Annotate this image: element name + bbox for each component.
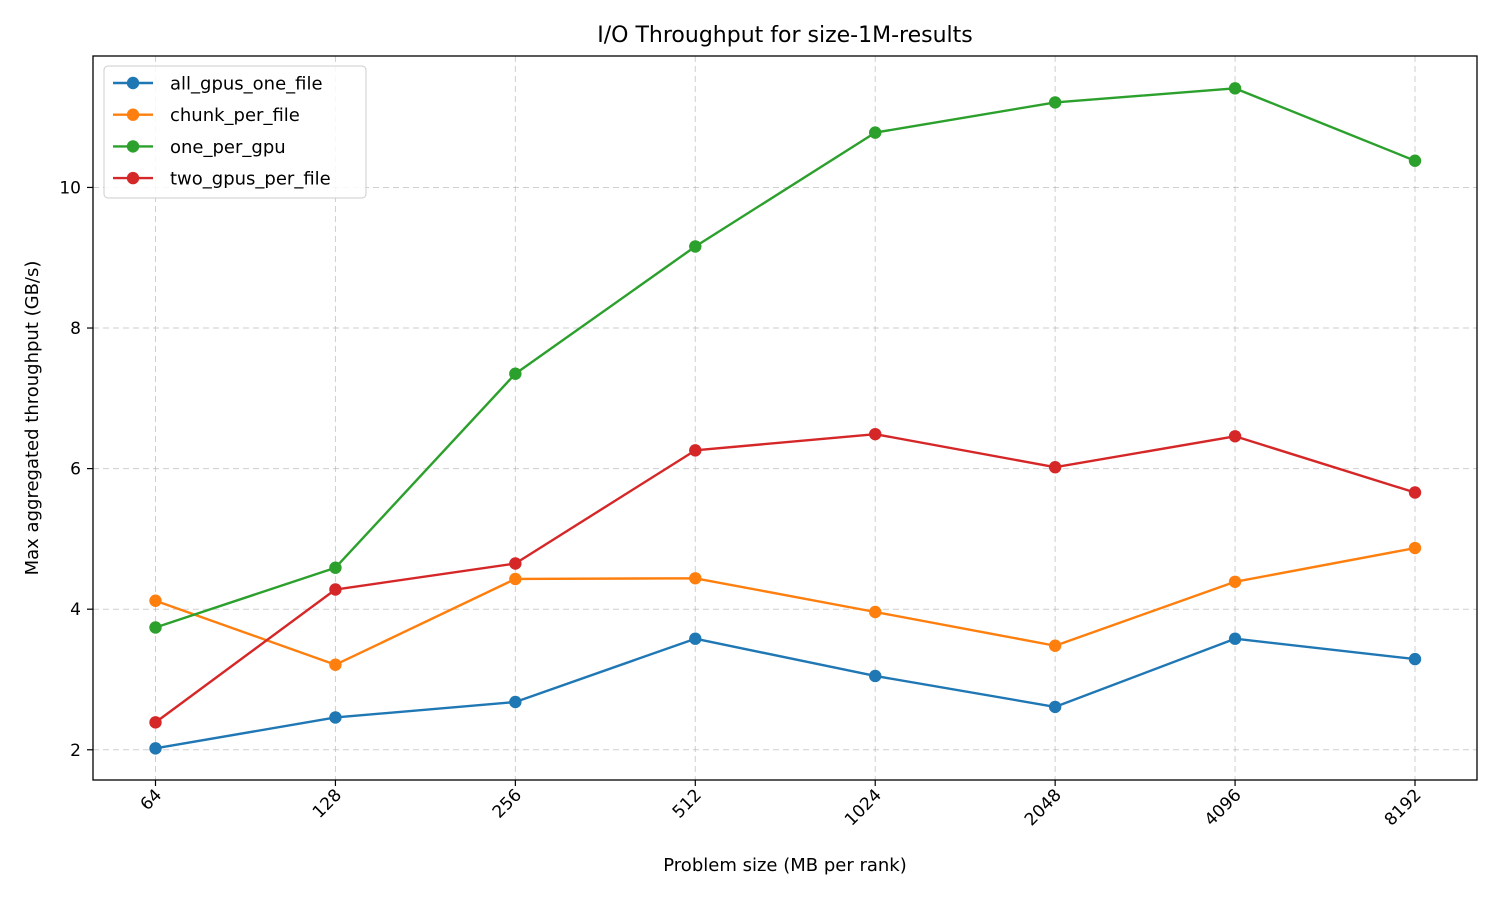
data-point [1048, 461, 1062, 474]
data-point [869, 605, 882, 619]
data-point [329, 583, 342, 596]
series-one_per_gpu [149, 82, 1422, 634]
series-line [155, 637, 1416, 750]
series-all_gpus_one_file [149, 632, 1422, 755]
data-point [1408, 541, 1422, 555]
y-axis-label: Max aggregated throughput (GB/s) [22, 261, 43, 576]
legend-item: two_gpus_per_file [113, 169, 331, 190]
legend-item: one_per_gpu [113, 137, 286, 158]
data-point [149, 742, 162, 755]
series-line [155, 87, 1416, 629]
legend-item: all_gpus_one_file [113, 74, 323, 95]
x-tick-label: 2048 [1021, 785, 1066, 830]
x-tick-label: 512 [669, 785, 706, 822]
series-line [154, 432, 1416, 724]
data-point [329, 711, 342, 724]
data-point [149, 594, 162, 607]
x-tick-label: 8192 [1381, 785, 1426, 830]
data-point [1048, 639, 1062, 652]
data-point [869, 126, 882, 139]
data-point [869, 669, 882, 683]
y-tick-label: 2 [70, 741, 81, 761]
data-point [1228, 632, 1242, 645]
data-point [1408, 652, 1422, 666]
data-point [689, 240, 702, 253]
data-point [1408, 486, 1422, 499]
legend: all_gpus_one_file chunk_per_file one_per_g… [103, 65, 367, 199]
y-tick-label: 10 [59, 178, 81, 198]
data-point [1048, 96, 1062, 109]
data-point [869, 427, 882, 441]
data-point [1228, 430, 1242, 443]
x-axis-label: Problem size (MB per rank) [663, 855, 906, 876]
data-point [1048, 700, 1062, 714]
data-point [329, 658, 342, 671]
legend-marker [126, 76, 140, 90]
legend-label: chunk_per_file [170, 105, 300, 126]
y-tick-label: 6 [70, 460, 81, 480]
data-point [689, 572, 702, 585]
legend-label: one_per_gpu [170, 137, 286, 158]
series-line [155, 546, 1416, 666]
data-point [1228, 82, 1242, 95]
data-point [689, 632, 702, 645]
series-chunk_per_file [149, 541, 1422, 671]
data-point [1228, 575, 1242, 588]
chart-title: I/O Throughput for size-1M-results [597, 23, 972, 48]
y-tick-label: 4 [70, 600, 81, 620]
legend-marker [126, 171, 140, 185]
legend-marker [126, 140, 140, 153]
y-axis: 2 4 6 8 10 [59, 178, 93, 761]
data-point [1408, 154, 1422, 167]
data-point [329, 561, 342, 574]
x-tick-label: 128 [309, 785, 346, 822]
data-point [149, 621, 162, 634]
legend-box [103, 65, 367, 199]
data-point [509, 572, 522, 586]
series-lines [149, 82, 1422, 755]
data-point [689, 444, 702, 457]
legend-label: all_gpus_one_file [170, 74, 323, 95]
grid-lines [93, 56, 1477, 780]
data-point [509, 695, 522, 709]
x-tick-label: 64 [137, 785, 166, 814]
data-point [509, 557, 522, 570]
legend-marker [126, 108, 140, 121]
legend-item: chunk_per_file [113, 105, 300, 126]
data-point [509, 367, 522, 380]
x-axis: 64 128 256 512 1024 2048 4096 8192 [137, 780, 1426, 830]
series-two_gpus_per_file [149, 427, 1422, 729]
plot-area-frame [92, 55, 1478, 781]
legend-label: two_gpus_per_file [170, 169, 331, 190]
data-point [149, 716, 162, 729]
x-tick-label: 256 [489, 785, 526, 822]
x-tick-label: 4096 [1201, 785, 1246, 830]
x-tick-label: 1024 [841, 785, 886, 830]
y-tick-label: 8 [70, 319, 81, 339]
